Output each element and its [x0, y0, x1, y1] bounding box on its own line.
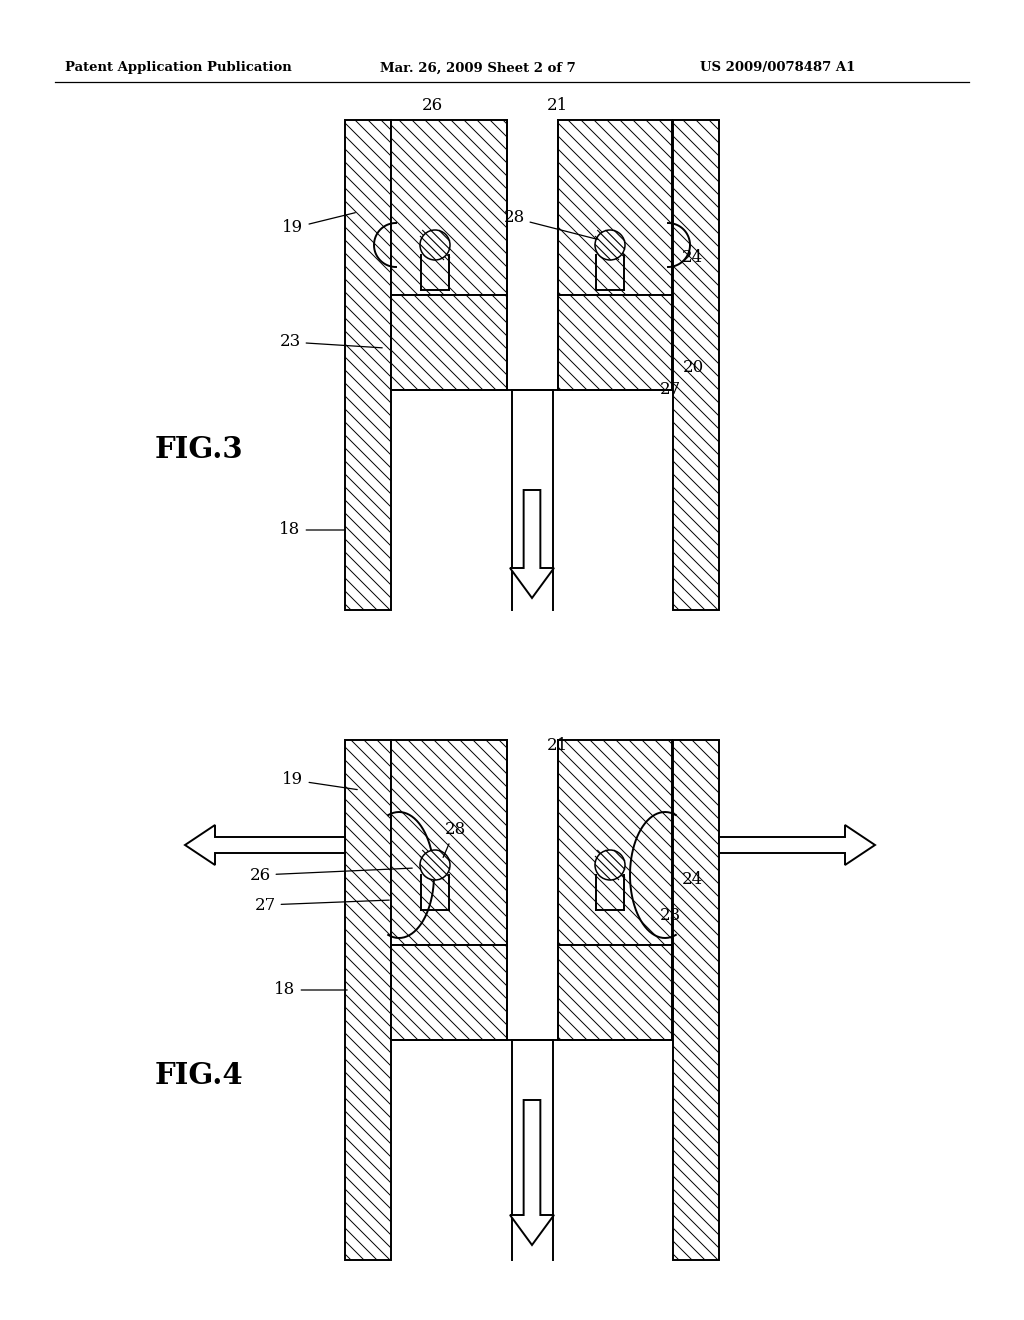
Circle shape — [595, 230, 625, 260]
Polygon shape — [719, 825, 874, 865]
Text: 26: 26 — [422, 96, 443, 114]
Text: 28: 28 — [504, 210, 597, 239]
Bar — [558, 120, 672, 294]
Text: 18: 18 — [280, 521, 345, 539]
Bar — [558, 945, 672, 1040]
Text: 23: 23 — [280, 334, 382, 351]
Text: Mar. 26, 2009 Sheet 2 of 7: Mar. 26, 2009 Sheet 2 of 7 — [380, 62, 575, 74]
Circle shape — [420, 850, 450, 880]
Text: 24: 24 — [682, 249, 703, 267]
Polygon shape — [510, 490, 554, 598]
Text: Patent Application Publication: Patent Application Publication — [65, 62, 292, 74]
Circle shape — [420, 230, 450, 260]
Bar — [391, 945, 507, 1040]
Text: FIG.4: FIG.4 — [155, 1060, 244, 1089]
Text: 20: 20 — [683, 359, 705, 376]
Bar — [558, 294, 672, 389]
Text: 23: 23 — [660, 907, 681, 924]
Polygon shape — [185, 825, 345, 865]
Text: 26: 26 — [250, 866, 413, 883]
Text: 18: 18 — [274, 982, 347, 998]
Bar — [673, 120, 719, 610]
Text: 24: 24 — [682, 871, 703, 888]
Text: 27: 27 — [660, 381, 681, 399]
Bar — [345, 120, 391, 610]
Polygon shape — [510, 1100, 554, 1245]
Text: US 2009/0078487 A1: US 2009/0078487 A1 — [700, 62, 855, 74]
Bar — [673, 741, 719, 1261]
Bar — [345, 741, 391, 1261]
Bar — [391, 741, 507, 945]
Text: 21: 21 — [547, 96, 568, 114]
Text: 19: 19 — [283, 771, 357, 789]
Text: 27: 27 — [254, 896, 389, 913]
Text: 28: 28 — [443, 821, 466, 858]
Bar — [391, 294, 507, 389]
Bar — [558, 741, 672, 945]
Text: 19: 19 — [283, 213, 355, 236]
Text: 21: 21 — [547, 737, 568, 754]
Text: FIG.3: FIG.3 — [155, 436, 244, 465]
Bar — [391, 120, 507, 294]
Circle shape — [595, 850, 625, 880]
